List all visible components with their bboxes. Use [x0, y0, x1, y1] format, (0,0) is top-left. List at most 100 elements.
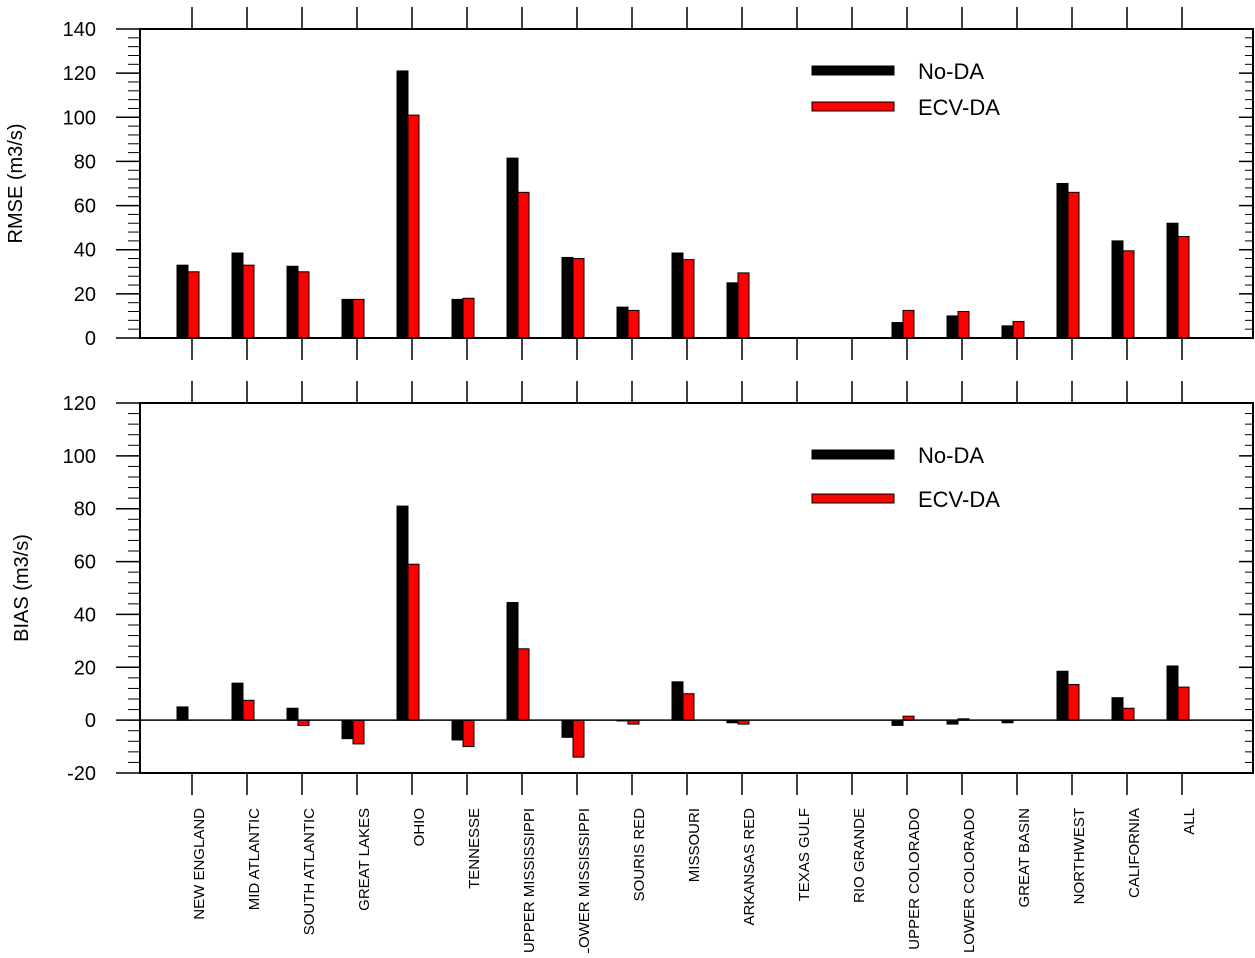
- bar-no-da-1: [176, 706, 189, 721]
- bar-ecv-da-7: [517, 648, 530, 721]
- bar-no-da-7: [506, 602, 519, 721]
- bar-no-da-10: [671, 252, 684, 339]
- bar-no-da-6: [451, 719, 464, 741]
- category-label-18: CALIFORNIA: [1126, 808, 1143, 898]
- y-tick-label: 140: [63, 19, 96, 41]
- bar-ecv-da-14: [902, 309, 915, 339]
- bar-ecv-da-10: [682, 693, 695, 721]
- bar-ecv-da-18: [1122, 707, 1135, 721]
- y-tick-label: 0: [85, 328, 96, 350]
- legend-swatch-1: [811, 449, 895, 460]
- category-label-12: TEXAS GULF: [796, 808, 813, 901]
- bar-no-da-3: [286, 707, 299, 721]
- category-label-5: OHIO: [411, 808, 428, 846]
- y-axis-title: BIAS (m3/s): [11, 534, 33, 642]
- bar-ecv-da-10: [682, 259, 695, 339]
- bar-no-da-7: [506, 157, 519, 339]
- category-label-10: MISSOURI: [686, 808, 703, 882]
- category-label-8: LOWER MISSISSIPPI: [576, 808, 593, 953]
- bar-ecv-da-16: [1012, 320, 1025, 339]
- bar-no-da-14: [891, 322, 904, 339]
- bar-ecv-da-9: [627, 309, 640, 339]
- bar-ecv-da-2: [242, 264, 255, 339]
- legend-label-1: No-DA: [918, 443, 984, 468]
- bar-ecv-da-1: [187, 271, 200, 339]
- y-axis-title: RMSE (m3/s): [5, 124, 27, 244]
- bar-ecv-da-6: [462, 719, 475, 748]
- bar-no-da-14: [891, 719, 904, 726]
- category-label-6: TENNESSE: [466, 808, 483, 889]
- bar-no-da-2: [231, 682, 244, 721]
- bar-no-da-5: [396, 505, 409, 721]
- category-label-14: UPPER COLORADO: [906, 808, 923, 950]
- bar-ecv-da-6: [462, 297, 475, 339]
- plot-frame: [139, 28, 1254, 339]
- bar-ecv-da-18: [1122, 250, 1135, 339]
- y-tick-label: 80: [74, 151, 96, 173]
- bar-no-da-17: [1056, 183, 1069, 339]
- bar-ecv-da-2: [242, 699, 255, 721]
- y-tick-label: 0: [85, 710, 96, 732]
- legend-swatch-2: [811, 101, 895, 112]
- category-label-16: GREAT BASIN: [1016, 808, 1033, 907]
- bar-ecv-da-8: [572, 258, 585, 339]
- bar-ecv-da-17: [1067, 683, 1080, 721]
- panel-1: 0 20 40 60 80 100 120 140 RMSE (m3/s) No-DA ECV-DA: [5, 7, 1254, 360]
- legend-label-1: No-DA: [918, 59, 984, 84]
- bar-no-da-11: [726, 282, 739, 339]
- bar-no-da-10: [671, 681, 684, 721]
- plot-frame: [139, 402, 1254, 774]
- y-tick-label: 40: [74, 604, 96, 626]
- bar-no-da-19: [1166, 665, 1179, 721]
- legend-swatch-1: [811, 65, 895, 76]
- bar-ecv-da-19: [1177, 235, 1190, 339]
- legend-label-2: ECV-DA: [918, 487, 1000, 512]
- category-label-15: LOWER COLORADO: [961, 808, 978, 953]
- y-tick-label: 100: [63, 446, 96, 468]
- category-label-4: GREAT LAKES: [356, 808, 373, 911]
- bar-ecv-da-4: [352, 719, 365, 745]
- bar-no-da-17: [1056, 670, 1069, 721]
- bar-no-da-2: [231, 252, 244, 339]
- category-label-19: ALL: [1181, 808, 1198, 835]
- bar-ecv-da-7: [517, 191, 530, 339]
- y-tick-label: 120: [63, 63, 96, 85]
- y-tick-label: 120: [63, 393, 96, 415]
- bar-no-da-1: [176, 264, 189, 339]
- bar-ecv-da-5: [407, 114, 420, 339]
- legend-label-2: ECV-DA: [918, 95, 1000, 120]
- y-tick-label: 100: [63, 107, 96, 129]
- bar-ecv-da-4: [352, 298, 365, 339]
- bar-ecv-da-3: [297, 271, 310, 339]
- bar-no-da-8: [561, 256, 574, 339]
- bar-ecv-da-19: [1177, 686, 1190, 721]
- y-tick-label: 20: [74, 657, 96, 679]
- bar-no-da-4: [341, 719, 354, 740]
- bar-ecv-da-11: [737, 272, 750, 339]
- bar-no-da-18: [1111, 240, 1124, 339]
- bar-ecv-da-8: [572, 719, 585, 758]
- category-label-17: NORTHWEST: [1071, 808, 1088, 904]
- y-tick-label: 60: [74, 552, 96, 574]
- bar-no-da-15: [946, 315, 959, 339]
- legend-swatch-2: [811, 493, 895, 504]
- bar-no-da-3: [286, 265, 299, 339]
- y-tick-label: 20: [74, 284, 96, 306]
- bar-no-da-5: [396, 70, 409, 339]
- category-label-7: UPPER MISSISSIPPI: [521, 808, 538, 953]
- category-label-1: NEW ENGLAND: [191, 808, 208, 920]
- category-label-3: SOUTH ATLANTIC: [301, 808, 318, 935]
- bar-no-da-8: [561, 719, 574, 738]
- panel-2: -20 0 20 40 60 80 100 120 BIAS (m3/s) No-DA ECV-DA…: [11, 381, 1254, 956]
- bar-ecv-da-3: [297, 719, 310, 726]
- y-tick-label: 60: [74, 196, 96, 218]
- bar-no-da-16: [1001, 325, 1014, 339]
- category-label-2: MID ATLANTIC: [246, 808, 263, 910]
- category-label-11: ARKANSAS RED: [741, 808, 758, 926]
- bar-no-da-9: [616, 306, 629, 339]
- y-tick-label: -20: [67, 763, 96, 785]
- bar-ecv-da-17: [1067, 191, 1080, 339]
- bar-no-da-6: [451, 298, 464, 339]
